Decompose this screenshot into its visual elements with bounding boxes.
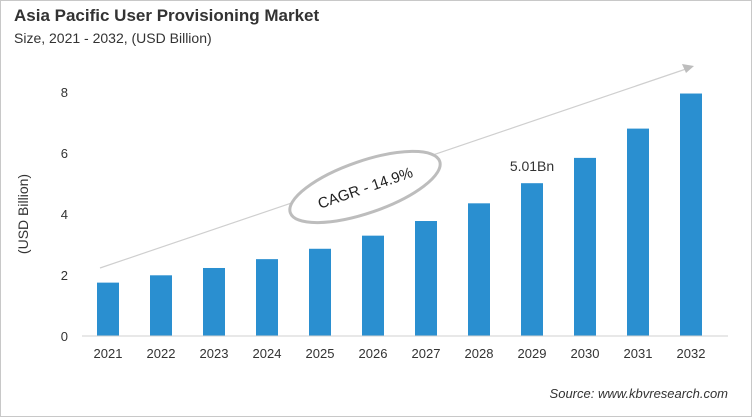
bar-2030 (574, 157, 596, 336)
bar-2025 (309, 248, 331, 336)
y-axis-label: (USD Billion) (15, 174, 31, 254)
x-tick-label: 2022 (147, 346, 176, 361)
x-tick-label: 2027 (412, 346, 441, 361)
x-tick-label: 2025 (306, 346, 335, 361)
arrow-head-icon (682, 64, 694, 73)
source-note: Source: www.kbvresearch.com (549, 386, 728, 401)
chart-title: Asia Pacific User Provisioning Market (14, 6, 320, 25)
bar-2029 (521, 183, 543, 336)
y-tick-label: 0 (61, 329, 68, 344)
x-tick-label: 2030 (571, 346, 600, 361)
x-tick-label: 2029 (518, 346, 547, 361)
bar-2031 (627, 128, 649, 336)
bar-2023 (203, 267, 225, 336)
x-tick-label: 2023 (200, 346, 229, 361)
x-tick-label: 2024 (253, 346, 282, 361)
x-tick-label: 2026 (359, 346, 388, 361)
x-tick-label: 2021 (94, 346, 123, 361)
data-label-2029: 5.01Bn (510, 158, 554, 174)
bar-2027 (415, 221, 437, 336)
x-tick-label: 2031 (624, 346, 653, 361)
y-tick-label: 6 (61, 146, 68, 161)
bar-2026 (362, 235, 384, 336)
bar-2028 (468, 203, 490, 336)
cagr-ellipse (288, 149, 442, 225)
x-tick-label: 2032 (677, 346, 706, 361)
bar-2021 (97, 282, 119, 336)
y-tick-label: 2 (61, 268, 68, 283)
x-tick-label: 2028 (465, 346, 494, 361)
bar-2022 (150, 275, 172, 336)
bar-2024 (256, 259, 278, 336)
bar-2032 (680, 93, 702, 337)
chart-subtitle: Size, 2021 - 2032, (USD Billion) (14, 30, 212, 46)
y-tick-label: 4 (61, 207, 68, 222)
y-tick-label: 8 (61, 85, 68, 100)
